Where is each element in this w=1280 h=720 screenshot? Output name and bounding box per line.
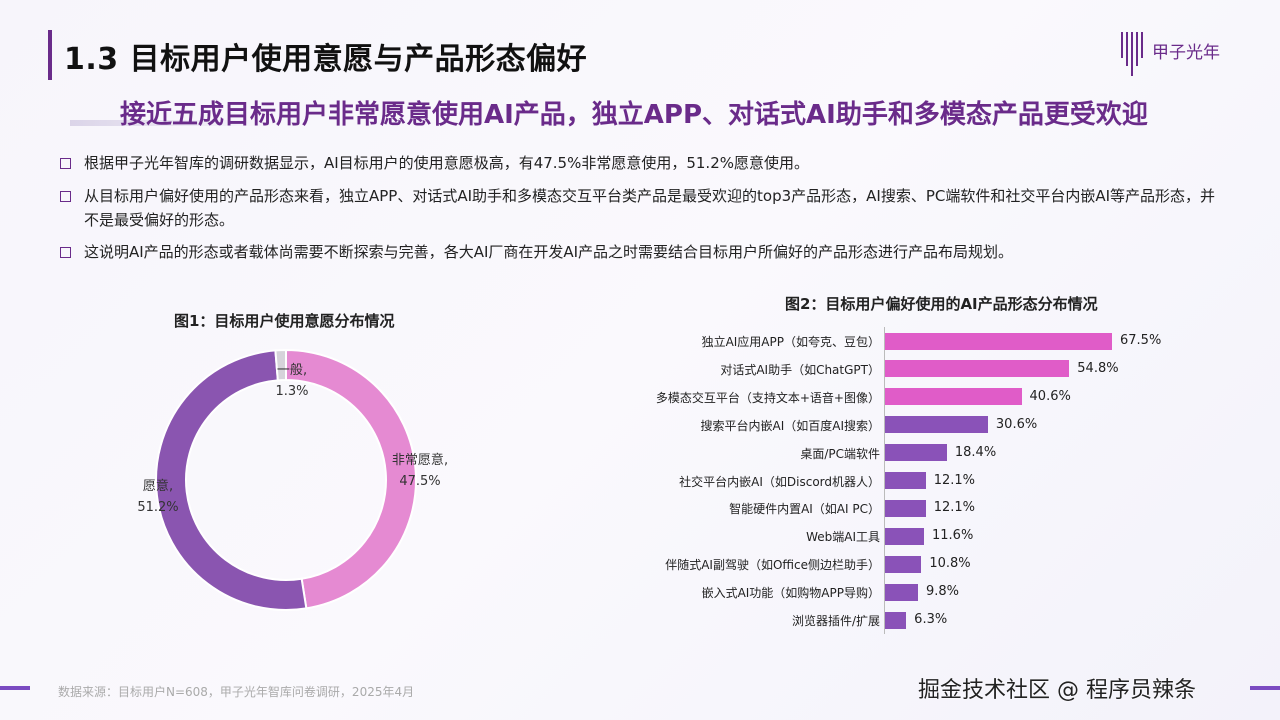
chart1-title: 图1：目标用户使用意愿分布情况 [174,312,395,330]
donut-slice-2 [274,348,287,382]
bullet-3: 这说明AI产品的形态或者载体尚需要不断探索与完善，各大AI厂商在开发AI产品之时… [60,240,1230,264]
bullet-text: 这说明AI产品的形态或者载体尚需要不断探索与完善，各大AI厂商在开发AI产品之时… [84,243,1014,261]
page-title: 1.3 目标用户使用意愿与产品形态偏好 [64,42,588,77]
slice-value: 51.2% [137,500,179,515]
bar-value-label: 11.6% [932,528,974,544]
bar-category-label: 浏览器插件/扩展 [791,614,880,628]
slice-label-very-willing: 非常愿意, 47.5% [391,453,449,489]
data-source-note: 数据来源：目标用户N=608，甲子光年智库问卷调研，2025年4月 [58,685,415,699]
bar-category-label: 多模态交互平台（支持文本+语音+图像） [655,390,880,405]
bar-category-label: 对话式AI助手（如ChatGPT） [720,362,880,377]
bar [885,332,1112,350]
bar [885,611,907,629]
bar-category-label: 桌面/PC端软件 [800,446,880,461]
bar-category-label: 独立AI应用APP（如夸克、豆包） [701,335,880,349]
slice-name: 愿意 [142,479,169,494]
bar [885,583,918,601]
bar-category-label: 智能硬件内置AI（如AI PC） [729,502,880,517]
bullet-2: 从目标用户偏好使用的产品形态来看，独立APP、对话式AI助手和多模态交互平台类产… [60,184,1230,232]
bar [885,499,926,517]
square-bullet-icon [60,247,71,258]
square-bullet-icon [60,158,71,169]
svg-text:甲子光年: 甲子光年 [1152,43,1220,63]
watermark: 掘金技术社区 @ 程序员辣条 [918,678,1196,703]
y-axis-line [884,327,885,634]
bullet-text: 根据甲子光年智库的调研数据显示，AI目标用户的使用意愿极高，有47.5%非常愿意… [84,154,809,172]
slide-subtitle: 接近五成目标用户非常愿意使用AI产品，独立APP、对话式AI助手和多模态产品更受… [120,100,1148,130]
slice-value: 47.5% [399,474,441,489]
bar [885,416,988,434]
footer-accent-left [0,686,30,690]
bar [885,527,924,545]
slice-name: 一般 [276,363,303,378]
chart2-title: 图2：目标用户偏好使用的AI产品形态分布情况 [785,295,1098,313]
bar-category-label: 搜索平台内嵌AI（如百度AI搜索） [700,418,881,433]
bar-category-label: 社交平台内嵌AI（如Discord机器人） [679,474,880,489]
slice-label-neutral: 一般, 1.3% [275,363,309,399]
bar-value-label: 12.1% [933,500,975,516]
bullet-text: 从目标用户偏好使用的产品形态来看，独立APP、对话式AI助手和多模态交互平台类产… [84,187,1216,229]
brand-logo: 甲子光年 [1118,28,1248,80]
bar [885,472,926,489]
slice-value: 1.3% [275,384,309,399]
bar-value-label: 9.8% [925,584,959,600]
subtitle-decoration [70,120,270,126]
bar-value-label: 67.5% [1120,333,1162,348]
bar [885,555,922,573]
bar-value-label: 30.6% [995,416,1038,432]
bar-value-label: 54.8% [1077,360,1119,376]
bar-category-label: 伴随式AI副驾驶（如Office侧边栏助手） [665,558,880,573]
bar [885,360,1070,378]
footer-accent-right [1250,686,1280,690]
bar-category-label: Web端AI工具 [806,530,880,545]
donut-slice-0 [285,348,417,610]
bar-category-label: 嵌入式AI功能（如购物APP导购） [701,586,880,601]
bullet-1: 根据甲子光年智库的调研数据显示，AI目标用户的使用意愿极高，有47.5%非常愿意… [60,151,1230,175]
slice-label-willing: 愿意, 51.2% [137,479,179,515]
bar-value-label: 40.6% [1029,388,1071,404]
donut-slice-1 [155,349,308,611]
bar-value-label: 18.4% [954,444,997,460]
bar [885,388,1022,406]
slice-name: 非常愿意 [391,453,444,468]
bar [885,444,947,462]
bar-value-label: 12.1% [933,472,975,488]
bar-value-label: 6.3% [914,612,948,627]
title-accent-bar [48,30,52,80]
bar-value-label: 10.8% [929,556,971,572]
square-bullet-icon [60,191,71,202]
